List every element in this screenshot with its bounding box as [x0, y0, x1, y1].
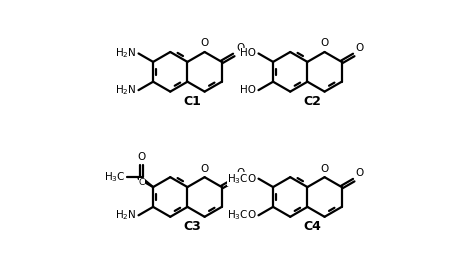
Text: C4: C4 — [304, 220, 321, 233]
Text: O: O — [356, 168, 364, 178]
Text: H$_3$C: H$_3$C — [104, 170, 126, 184]
Text: H$_2$N: H$_2$N — [115, 83, 137, 97]
Text: O: O — [356, 43, 364, 53]
Text: O: O — [137, 152, 146, 162]
Text: H$_3$CO: H$_3$CO — [227, 172, 256, 185]
Text: O: O — [236, 168, 244, 178]
Text: H$_3$CO: H$_3$CO — [227, 209, 256, 222]
Text: C3: C3 — [184, 220, 201, 233]
Text: O: O — [201, 38, 209, 48]
Text: C: C — [138, 178, 145, 187]
Text: O: O — [201, 164, 209, 173]
Text: C1: C1 — [183, 95, 201, 108]
Text: HO: HO — [240, 48, 256, 58]
Text: H$_2$N: H$_2$N — [115, 47, 137, 60]
Text: O: O — [236, 43, 244, 53]
Text: C2: C2 — [304, 95, 321, 108]
Text: O: O — [320, 38, 328, 48]
Text: H$_2$N: H$_2$N — [115, 209, 137, 222]
Text: O: O — [320, 164, 328, 173]
Text: HO: HO — [240, 85, 256, 95]
